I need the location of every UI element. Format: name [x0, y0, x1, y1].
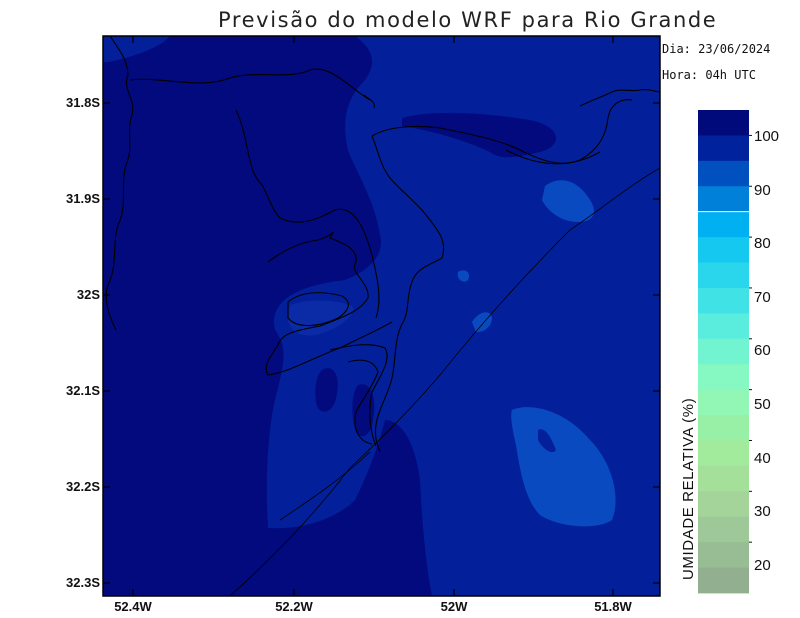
- lon-label-52-4w: 52.4W: [114, 599, 152, 614]
- colorbar-segment: [698, 542, 749, 568]
- colorbar-segment: [698, 110, 749, 136]
- colorbar-label-30: 30: [754, 503, 771, 520]
- colorbar-segment: [698, 338, 749, 365]
- road-lines: [229, 167, 660, 596]
- lon-label-52-2w: 52.2W: [275, 599, 313, 614]
- colorbar-segment: [698, 262, 749, 289]
- humidity-band-100: [402, 112, 557, 158]
- colorbar-segment: [698, 440, 749, 467]
- colorbar-segment: [698, 465, 749, 492]
- lon-label-51-8w: 51.8W: [594, 599, 632, 614]
- colorbar-segment: [698, 160, 749, 187]
- humidity-band-100: [352, 384, 375, 437]
- colorbar: [698, 110, 752, 594]
- colorbar-segment: [698, 567, 749, 594]
- humidity-band-90: [457, 270, 470, 282]
- colorbar-label-100: 100: [754, 128, 780, 145]
- colorbar-label-60: 60: [754, 342, 771, 359]
- colorbar-segment: [698, 287, 749, 314]
- plot-frame: [102, 35, 661, 597]
- colorbar-segment: [698, 516, 749, 543]
- humidity-band-95: [538, 429, 556, 453]
- humidity-band-100: [315, 368, 338, 412]
- lon-label-52w: 52W: [440, 599, 468, 614]
- lat-label-32-1s: 32.1S: [66, 383, 100, 398]
- axis-ticks: [103, 36, 660, 596]
- colorbar-segment: [698, 211, 749, 238]
- coastline: [105, 36, 660, 453]
- humidity-band-90: [511, 407, 616, 527]
- colorbar-title: UMIDADE RELATIVA (%): [680, 397, 697, 580]
- lat-label-32-2s: 32.2S: [66, 479, 100, 494]
- colorbar-segment: [698, 389, 749, 416]
- map-title: Previsão do modelo WRF para Rio Grande: [218, 8, 718, 32]
- humidity-band-90: [542, 180, 594, 222]
- colorbar-segment: [698, 237, 749, 263]
- colorbar-label-20: 20: [754, 557, 771, 574]
- colorbar-label-90: 90: [754, 182, 771, 199]
- colorbar-label-80: 80: [754, 235, 771, 252]
- humidity-band-95: [287, 300, 354, 336]
- humidity-band-95: [103, 36, 170, 62]
- date-label: Dia: 23/06/2024: [662, 42, 771, 56]
- lat-label-31-8s: 31.8S: [66, 95, 100, 110]
- colorbar-segment: [698, 135, 749, 162]
- colorbar-segment: [698, 364, 749, 391]
- lat-label-32-3s: 32.3S: [66, 575, 100, 590]
- colorbar-segment: [698, 415, 749, 441]
- humidity-field: [103, 36, 660, 596]
- colorbar-segment: [698, 491, 749, 518]
- colorbar-label-50: 50: [754, 396, 771, 413]
- colorbar-segment: [698, 186, 749, 213]
- colorbar-label-40: 40: [754, 450, 771, 467]
- lat-label-32s: 32S: [76, 287, 100, 302]
- lat-label-31-9s: 31.9S: [66, 191, 100, 206]
- colorbar-label-70: 70: [754, 289, 771, 306]
- time-label: Hora: 04h UTC: [662, 68, 756, 82]
- colorbar-segment: [698, 313, 749, 340]
- humidity-band-90: [472, 312, 492, 333]
